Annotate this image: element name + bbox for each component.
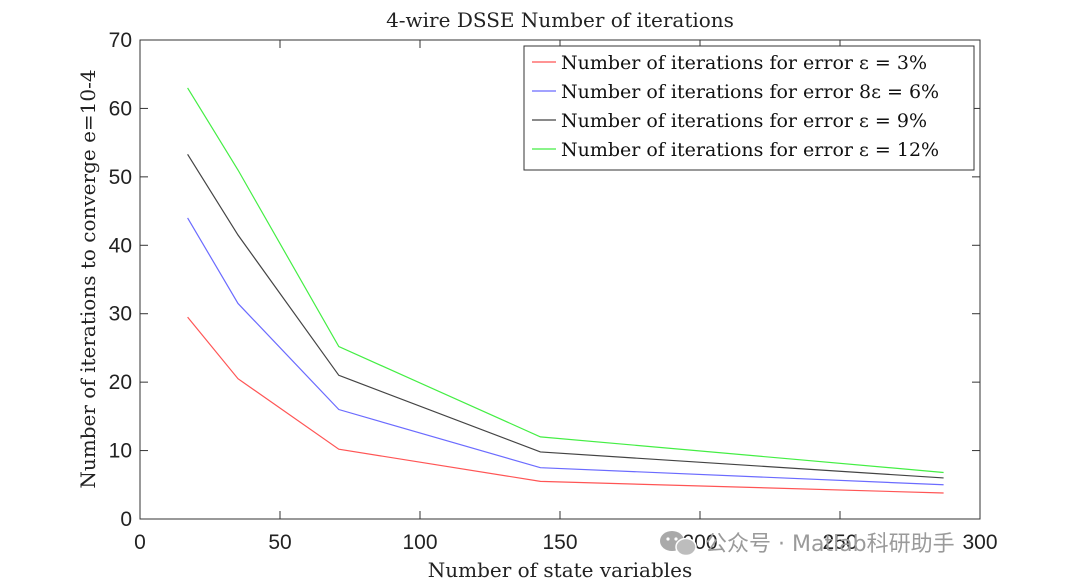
legend-box xyxy=(523,45,975,171)
x-tick-label: 150 xyxy=(542,531,577,554)
y-tick-label: 30 xyxy=(109,303,132,326)
y-tick-label: 10 xyxy=(109,440,132,463)
series-line-1 xyxy=(187,316,944,494)
series-line-2 xyxy=(187,217,944,486)
x-axis-label: Number of state variables xyxy=(428,558,693,582)
y-tick-label: 70 xyxy=(109,29,132,52)
series-lines xyxy=(187,87,944,494)
series-line-3 xyxy=(187,153,944,479)
series-line-4 xyxy=(187,87,944,474)
x-tick-label: 0 xyxy=(134,531,146,554)
y-axis-ticks: 0 10 20 30 40 50 60 70 xyxy=(109,29,980,531)
chart-title: 4-wire DSSE Number of iterations xyxy=(386,8,734,32)
x-tick-label: 250 xyxy=(822,531,857,554)
x-tick-label: 100 xyxy=(402,531,437,554)
y-tick-label: 50 xyxy=(109,166,132,189)
y-tick-label: 0 xyxy=(120,508,132,531)
x-tick-label: 300 xyxy=(962,531,997,554)
legend-entry-2: Number of iterations for error 8ε = 6% xyxy=(561,81,939,103)
y-tick-label: 20 xyxy=(109,371,132,394)
legend-entry-3: Number of iterations for error ε = 9% xyxy=(561,110,927,132)
watermark-text: 公众号 · Matlab科研助手 xyxy=(705,532,955,557)
legend: Number of iterations for error ε = 3% Num… xyxy=(523,45,975,171)
x-axis-ticks: 0 50 100 150 200 250 300 xyxy=(134,40,998,554)
watermark: 公众号 · Matlab科研助手 xyxy=(660,531,955,557)
y-axis-label: Number of iterations to converge e=10-4 xyxy=(76,69,100,488)
legend-entry-4: Number of iterations for error ε = 12% xyxy=(561,139,939,161)
y-tick-label: 40 xyxy=(109,234,132,257)
x-tick-label: 50 xyxy=(268,531,291,554)
y-tick-label: 60 xyxy=(109,97,132,120)
wechat-icon xyxy=(660,531,697,557)
legend-entry-1: Number of iterations for error ε = 3% xyxy=(561,52,927,74)
